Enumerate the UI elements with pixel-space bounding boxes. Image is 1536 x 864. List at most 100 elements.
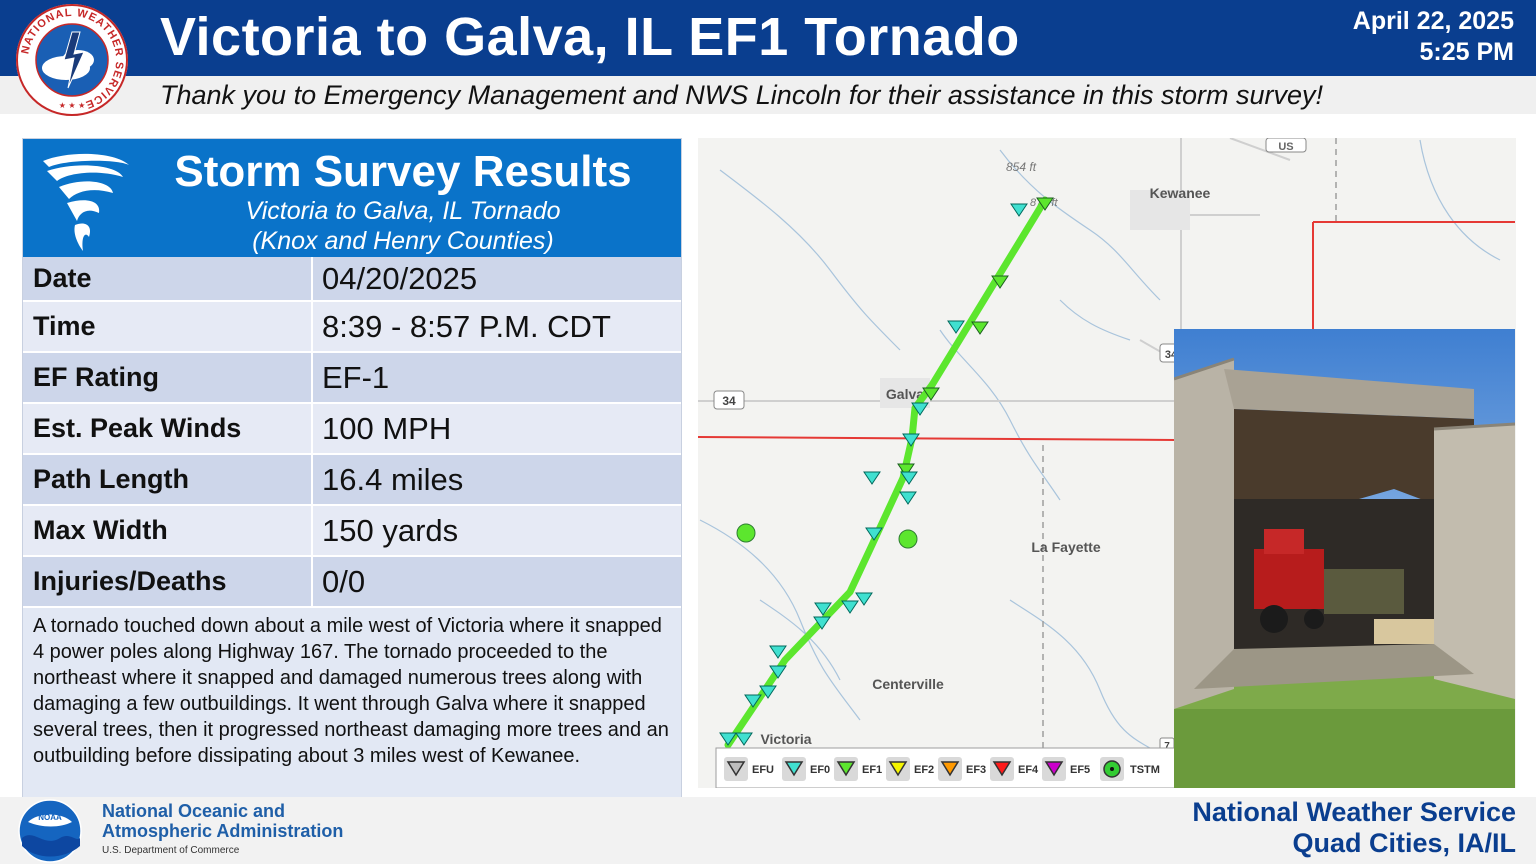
ef0-damage-points (719, 203, 1028, 746)
acknowledgement-text: Thank you to Emergency Management and NW… (160, 80, 1324, 110)
tornado-icon (43, 153, 129, 251)
elevation-label: 854 ft (1006, 160, 1037, 174)
ef1-damage-point (922, 387, 940, 401)
noaa-name-line1: National Oceanic and (102, 801, 286, 821)
highway-shield: 34 (713, 390, 745, 410)
svg-text:EF0: EF0 (810, 764, 830, 776)
noaa-name-line2: Atmospheric Administration (102, 821, 344, 841)
table-row: Date 04/20/2025 (23, 257, 681, 302)
issue-datetime: April 22, 2025 5:25 PM (1353, 6, 1514, 68)
svg-text:EF5: EF5 (1070, 764, 1090, 776)
ef1-damage-point (897, 463, 915, 477)
row-value: 100 MPH (312, 403, 681, 455)
ef0-damage-point (863, 471, 881, 485)
svg-text:EF1: EF1 (862, 764, 882, 776)
county-lines (698, 138, 1515, 760)
legend-item-ef4: EF4 (990, 757, 1039, 781)
ef0-damage-point (814, 602, 832, 616)
table-row: Injuries/Deaths 0/0 (23, 556, 681, 608)
svg-text:34: 34 (722, 394, 736, 408)
table-row: Path Length 16.4 miles (23, 454, 681, 506)
svg-text:EF2: EF2 (914, 764, 934, 776)
row-value: 16.4 miles (312, 454, 681, 506)
legend-item-efu: EFU (724, 757, 774, 781)
ef0-damage-point (735, 732, 753, 746)
legend-item-ef1: EF1 (834, 757, 882, 781)
ef1-damage-points (897, 197, 1054, 477)
legend-item-ef5: EF5 (1042, 757, 1090, 781)
ef1-damage-point (991, 275, 1009, 289)
nws-logo-icon: NATIONAL WEATHER SERVICE ★ ★ ★ (16, 4, 128, 116)
issue-time: 5:25 PM (1419, 38, 1514, 66)
map-streams (699, 139, 1501, 761)
place-label-kewanee: Kewanee (1150, 185, 1211, 201)
legend-item-ef2: EF2 (886, 757, 934, 781)
noaa-department: U.S. Department of Commerce (102, 845, 240, 856)
page-title: Victoria to Galva, IL EF1 Tornado (160, 7, 1020, 67)
row-value: 0/0 (312, 556, 681, 608)
place-label-galva: Galva (886, 386, 924, 402)
row-value: EF-1 (312, 352, 681, 404)
footer-bar (0, 797, 1536, 864)
place-label-centerville: Centerville (872, 676, 944, 692)
row-value: 150 yards (312, 505, 681, 557)
place-label-lafayette: La Fayette (1031, 539, 1100, 555)
issue-date: April 22, 2025 (1352, 7, 1514, 35)
ef0-damage-point (759, 685, 777, 699)
ef0-damage-point (899, 491, 917, 505)
legend-item-tstm: TSTM (1100, 757, 1160, 781)
ef0-damage-point (902, 433, 920, 447)
ef1-damage-point (1036, 197, 1054, 211)
ef0-damage-point (813, 616, 831, 630)
subtitle-bar (0, 76, 1536, 114)
svg-text:EFU: EFU (752, 764, 774, 776)
svg-text:TSTM: TSTM (1130, 764, 1160, 776)
header-bar (0, 0, 1536, 76)
nws-office-line2: Quad Cities, IA/IL (1292, 828, 1516, 858)
tstm-damage-point (898, 529, 918, 549)
row-label: Path Length (23, 454, 313, 506)
survey-subtitle-counties: (Knox and Henry Counties) (252, 227, 554, 255)
table-row: Time 8:39 - 8:57 P.M. CDT (23, 301, 681, 353)
row-label: Date (23, 257, 313, 302)
ef0-damage-point (911, 402, 929, 416)
legend-item-ef0: EF0 (782, 757, 830, 781)
nws-office-line1: National Weather Service (1192, 797, 1516, 827)
svg-text:★ ★ ★: ★ ★ ★ (59, 101, 86, 110)
row-label: Injuries/Deaths (23, 556, 313, 608)
survey-header: Storm Survey Results Victoria to Galva, … (23, 139, 681, 257)
row-label: Time (23, 301, 313, 353)
place-label-victoria: Victoria (760, 731, 811, 747)
noaa-name: National Oceanic and Atmospheric Adminis… (102, 801, 343, 841)
ef0-damage-point (947, 320, 965, 334)
damage-photo (1174, 329, 1515, 788)
row-label: Est. Peak Winds (23, 403, 313, 455)
ef0-damage-point (900, 471, 918, 485)
survey-results-table: Date 04/20/2025 Time 8:39 - 8:57 P.M. CD… (23, 257, 681, 608)
row-label: EF Rating (23, 352, 313, 404)
ef0-damage-point (744, 694, 762, 708)
ef0-damage-point (841, 600, 859, 614)
ef0-damage-point (769, 665, 787, 679)
row-label: Max Width (23, 505, 313, 557)
tstm-damage-point (736, 523, 756, 543)
ef0-damage-point (1010, 203, 1028, 217)
nws-office: National Weather Service Quad Cities, IA… (1192, 797, 1516, 859)
svg-text:NOAA: NOAA (38, 813, 62, 822)
survey-summary: A tornado touched down about a mile west… (33, 615, 669, 767)
ef0-damage-point (865, 527, 883, 541)
highway-shield: US (1265, 138, 1307, 153)
survey-panel: Storm Survey Results Victoria to Galva, … (22, 138, 682, 798)
noaa-logo-icon: NOAA (18, 799, 82, 863)
map-legend: EFU EF0 EF1 EF2 EF3 EF4 (715, 747, 1231, 788)
ef0-damage-point (769, 645, 787, 659)
ef0-damage-point (719, 732, 737, 746)
ef0-damage-point (855, 592, 873, 606)
svg-text:US: US (1278, 141, 1293, 153)
ef1-damage-point (971, 321, 989, 335)
svg-text:7: 7 (1164, 741, 1170, 752)
svg-text:EF4: EF4 (1018, 764, 1039, 776)
table-row: Max Width 150 yards (23, 505, 681, 557)
town-area (1130, 190, 1190, 230)
row-value: 04/20/2025 (312, 257, 681, 302)
